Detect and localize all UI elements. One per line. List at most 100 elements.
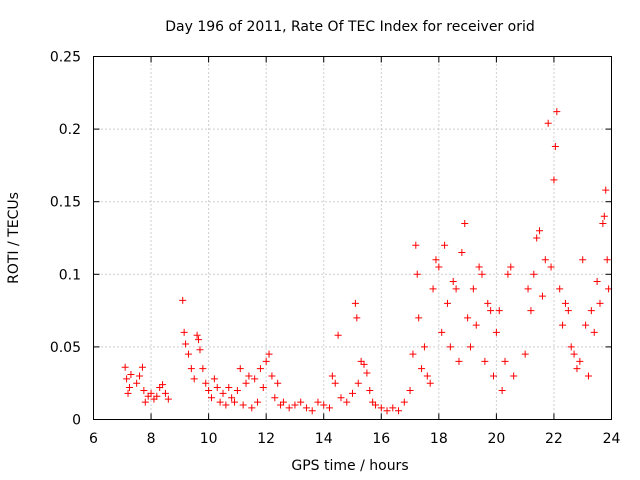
- data-point: [210, 375, 218, 383]
- data-point: [576, 357, 584, 365]
- data-point: [603, 256, 611, 264]
- data-point: [268, 372, 276, 380]
- data-point: [596, 299, 604, 307]
- x-tick-label: 18: [430, 431, 448, 447]
- data-point: [556, 285, 564, 293]
- data-point: [199, 365, 207, 373]
- data-point: [590, 328, 598, 336]
- data-point: [297, 398, 305, 406]
- data-point: [314, 398, 322, 406]
- x-axis-label: GPS time / hours: [291, 458, 408, 474]
- data-point: [245, 372, 253, 380]
- data-point: [195, 336, 203, 344]
- data-point: [527, 307, 535, 315]
- data-point: [205, 386, 213, 394]
- data-point: [351, 299, 359, 307]
- data-point: [602, 186, 610, 194]
- data-point: [207, 394, 215, 402]
- data-point: [582, 321, 590, 329]
- data-point: [561, 299, 569, 307]
- data-point: [461, 219, 469, 227]
- x-tick-label: 22: [545, 431, 563, 447]
- data-point: [490, 372, 498, 380]
- data-point: [285, 404, 293, 412]
- data-point: [138, 363, 146, 371]
- data-point: [409, 350, 417, 358]
- data-point: [415, 314, 423, 322]
- data-point: [147, 389, 155, 397]
- data-point: [353, 314, 361, 322]
- data-point: [389, 404, 397, 412]
- data-point: [504, 270, 512, 278]
- data-point: [559, 321, 567, 329]
- data-point: [432, 256, 440, 264]
- data-point: [377, 404, 385, 412]
- data-point: [369, 398, 377, 406]
- data-point: [446, 343, 454, 351]
- data-point: [161, 389, 169, 397]
- data-point: [579, 256, 587, 264]
- data-point: [423, 372, 431, 380]
- data-point: [153, 392, 161, 400]
- y-tick-labels: 0 0.05 0.1 0.15 0.2 0.25: [50, 50, 81, 429]
- data-point: [196, 346, 204, 354]
- y-tick-label: 0: [72, 413, 81, 429]
- data-point: [360, 360, 368, 368]
- data-point: [256, 365, 264, 373]
- y-tick-label: 0.05: [50, 340, 81, 356]
- x-tick-label: 6: [89, 431, 98, 447]
- data-point: [438, 328, 446, 336]
- data-point: [487, 307, 495, 315]
- data-point: [420, 343, 428, 351]
- data-point: [418, 365, 426, 373]
- data-point: [363, 369, 371, 377]
- data-point: [426, 379, 434, 387]
- data-point: [190, 375, 198, 383]
- data-point: [216, 398, 224, 406]
- data-point: [587, 307, 595, 315]
- data-point: [279, 398, 287, 406]
- data-point: [357, 357, 365, 365]
- data-point: [372, 401, 380, 409]
- data-point: [584, 372, 592, 380]
- x-tick-label: 24: [603, 431, 621, 447]
- data-point: [262, 357, 270, 365]
- data-point: [435, 263, 443, 271]
- data-point: [429, 285, 437, 293]
- y-axis-label: ROTI / TECUs: [6, 192, 22, 284]
- data-point: [331, 379, 339, 387]
- x-tick-label: 8: [147, 431, 156, 447]
- data-point: [320, 401, 328, 409]
- data-point: [291, 401, 299, 409]
- data-point: [254, 398, 262, 406]
- data-point: [475, 263, 483, 271]
- data-point: [464, 314, 472, 322]
- data-point: [354, 379, 362, 387]
- data-point: [187, 365, 195, 373]
- data-point: [472, 321, 480, 329]
- data-point: [498, 386, 506, 394]
- data-point: [600, 212, 608, 220]
- data-point: [551, 143, 559, 151]
- data-point: [533, 234, 541, 242]
- x-tick-label: 12: [257, 431, 275, 447]
- data-point: [236, 365, 244, 373]
- data-point: [484, 299, 492, 307]
- data-point: [144, 392, 152, 400]
- x-tick-label: 16: [372, 431, 390, 447]
- x-tick-label: 14: [315, 431, 333, 447]
- y-tick-label: 0.15: [50, 195, 81, 211]
- data-point: [564, 307, 572, 315]
- data-point: [228, 394, 236, 402]
- grid-lines: [93, 56, 612, 420]
- y-tick-label: 0.1: [59, 267, 81, 283]
- data-point: [193, 331, 201, 339]
- data-point: [219, 389, 227, 397]
- axis-ticks: [93, 56, 612, 420]
- data-point: [413, 270, 421, 278]
- data-point: [274, 379, 282, 387]
- data-point: [501, 357, 509, 365]
- data-point: [180, 328, 188, 336]
- data-point: [510, 372, 518, 380]
